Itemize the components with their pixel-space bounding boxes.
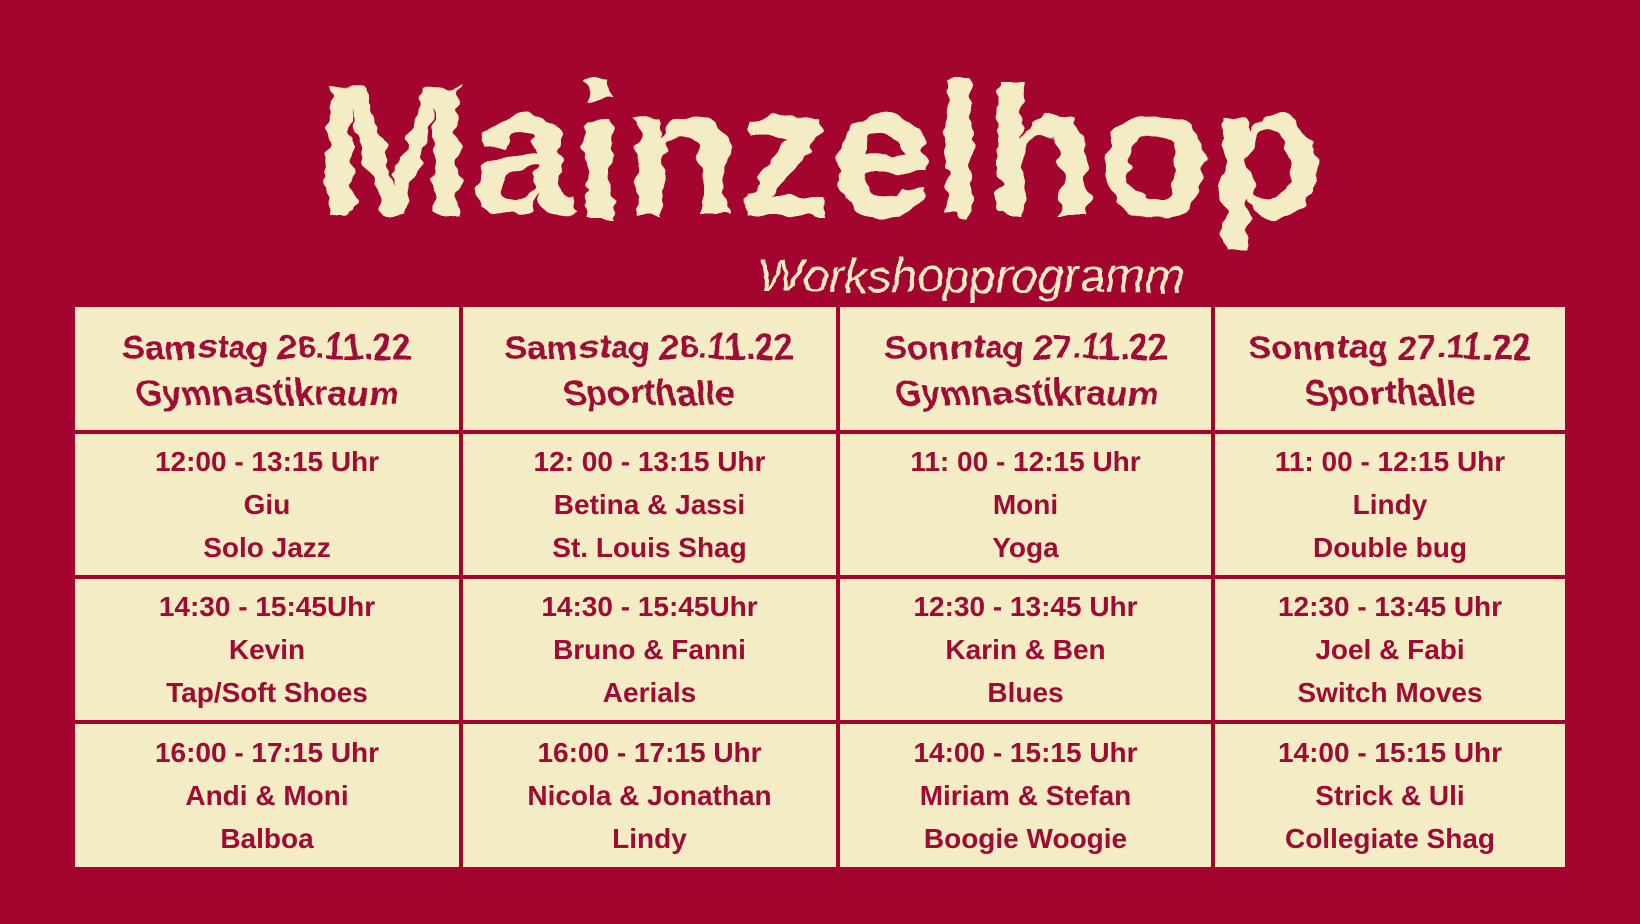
- svg-text:Samstag 26.11.22: Samstag 26.11.22: [122, 328, 412, 367]
- svg-text:Sporthalle: Sporthalle: [1304, 374, 1475, 413]
- svg-text:Gymnastikraum: Gymnastikraum: [894, 374, 1159, 413]
- svg-text:Workshopprogramm: Workshopprogramm: [758, 249, 1184, 302]
- svg-text:Sonntag 27.11.22: Sonntag 27.11.22: [1248, 328, 1532, 367]
- svg-text:Gymnastikraum: Gymnastikraum: [135, 374, 400, 413]
- svg-text:Sporthalle: Sporthalle: [563, 374, 734, 413]
- svg-text:Samstag 26.11.22: Samstag 26.11.22: [504, 328, 794, 367]
- svg-text:Sonntag 27.11.22: Sonntag 27.11.22: [884, 328, 1168, 367]
